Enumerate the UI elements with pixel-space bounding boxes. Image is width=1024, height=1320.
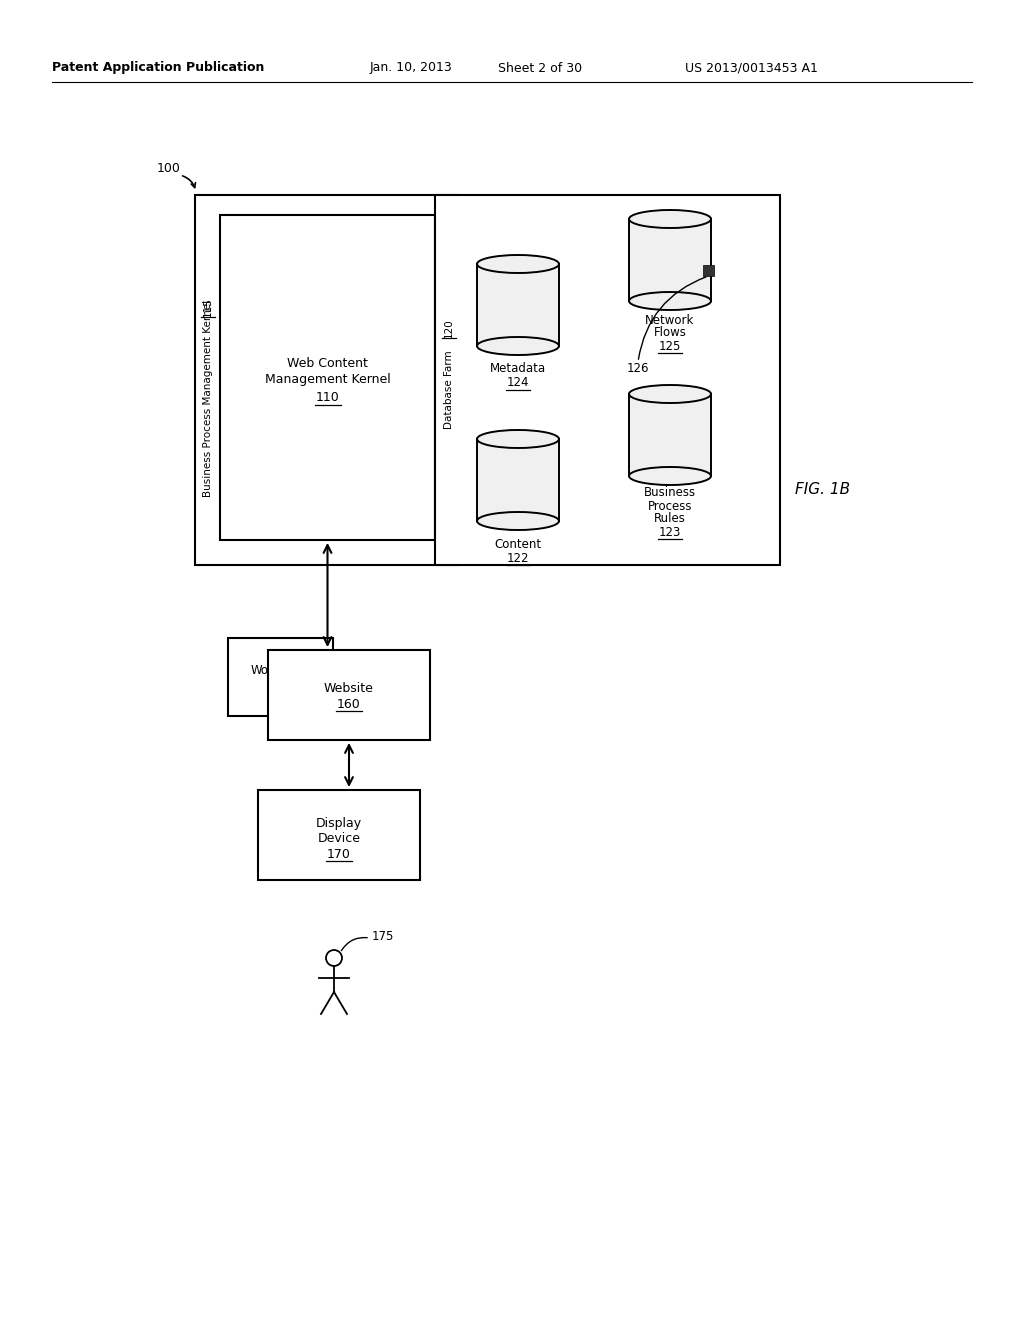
Ellipse shape [477, 255, 559, 273]
Bar [228, 638, 333, 715]
Bar [477, 440, 559, 521]
Text: Process: Process [648, 499, 692, 512]
Text: Business: Business [644, 487, 696, 499]
Ellipse shape [629, 292, 711, 310]
Ellipse shape [629, 385, 711, 403]
Text: Business Process Management Kernel: Business Process Management Kernel [203, 300, 213, 496]
Bar [629, 219, 711, 301]
Text: 126: 126 [627, 362, 649, 375]
Bar [268, 649, 430, 741]
Text: Display: Display [316, 817, 362, 829]
Text: 122: 122 [507, 552, 529, 565]
Text: 125: 125 [658, 339, 681, 352]
Text: Metadata: Metadata [489, 363, 546, 375]
Text: Management Kernel: Management Kernel [264, 374, 390, 385]
Text: Rules: Rules [654, 512, 686, 525]
Bar [195, 195, 460, 565]
Bar [703, 265, 714, 276]
Text: 160: 160 [337, 697, 360, 710]
Text: Jan. 10, 2013: Jan. 10, 2013 [370, 62, 453, 74]
Text: Database Farm: Database Farm [444, 351, 454, 429]
Text: 115: 115 [203, 297, 213, 317]
Text: Network: Network [645, 314, 694, 326]
Ellipse shape [629, 467, 711, 484]
Text: Content: Content [495, 537, 542, 550]
Bar [258, 789, 420, 880]
Text: 110: 110 [315, 391, 339, 404]
Text: Device: Device [317, 832, 360, 845]
Text: 124: 124 [507, 376, 529, 389]
Text: 100: 100 [157, 161, 181, 174]
Ellipse shape [477, 512, 559, 531]
Text: US 2013/0013453 A1: US 2013/0013453 A1 [685, 62, 818, 74]
Text: FIG. 1B: FIG. 1B [795, 483, 850, 498]
Bar [435, 195, 780, 565]
Text: Patent Application Publication: Patent Application Publication [52, 62, 264, 74]
Bar [220, 215, 435, 540]
Text: 120: 120 [444, 318, 454, 338]
Ellipse shape [477, 337, 559, 355]
Text: Flows: Flows [653, 326, 686, 339]
Ellipse shape [629, 210, 711, 228]
Text: Sheet 2 of 30: Sheet 2 of 30 [498, 62, 582, 74]
Bar [629, 393, 711, 477]
FancyArrowPatch shape [182, 176, 196, 187]
Text: 165: 165 [269, 680, 292, 693]
Text: Web Content: Web Content [287, 356, 368, 370]
Ellipse shape [477, 430, 559, 447]
Text: 170: 170 [327, 847, 351, 861]
Text: Website: Website [324, 681, 374, 694]
Text: 123: 123 [658, 525, 681, 539]
Text: Workflows: Workflows [251, 664, 310, 676]
Bar [477, 264, 559, 346]
Text: 175: 175 [372, 929, 394, 942]
